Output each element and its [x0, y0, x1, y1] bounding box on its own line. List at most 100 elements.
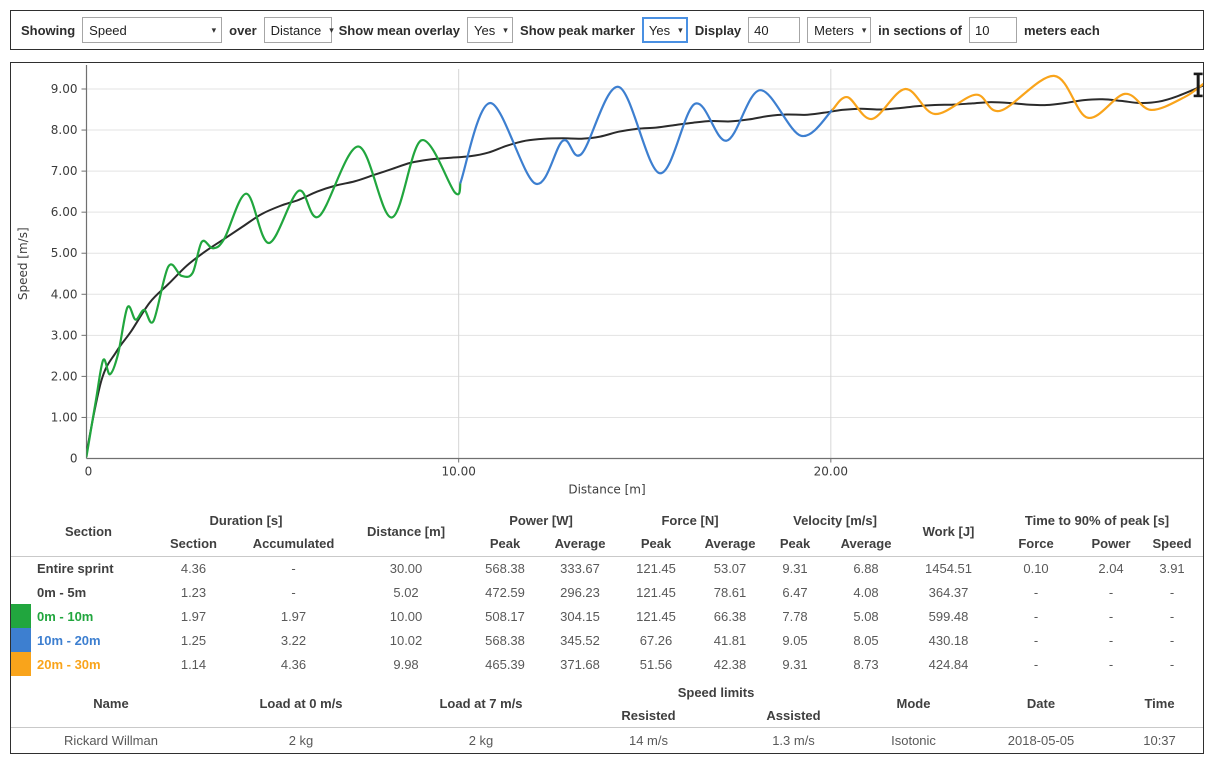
section-value: 1.23 [180, 584, 207, 600]
section-color-swatch [11, 652, 31, 676]
section-value: 1.14 [180, 656, 207, 672]
y-tick-label: 7.00 [51, 164, 78, 178]
section-value: - [1169, 584, 1175, 600]
y-axis-title: Speed [m/s] [16, 227, 30, 300]
section-value: 508.17 [485, 608, 525, 624]
section-value: - [1033, 584, 1039, 600]
section-name: Entire sprint [37, 560, 114, 576]
x-tick-label: 0 [85, 465, 93, 479]
section-value: 10.02 [389, 632, 423, 648]
series-0m-10m [86, 139, 462, 458]
display-label: Display [694, 22, 742, 38]
display-unit-select-value: Meters [814, 22, 854, 38]
section-value: 568.38 [485, 632, 525, 648]
section-value: 345.52 [560, 632, 600, 648]
swatch-column-header [11, 508, 31, 556]
sections-table: Section Duration [s] Distance [m] Power … [11, 508, 1203, 676]
sections-of-label: in sections of [878, 22, 962, 38]
peak-marker-select[interactable]: Yes ▾ [641, 17, 688, 43]
sections-header-sub-row: Section Accumulated Peak Average Peak Av… [11, 532, 1203, 556]
t90-speed-header: Speed [1152, 536, 1192, 552]
section-value: 296.23 [560, 584, 600, 600]
y-tick-label: 0 [70, 452, 78, 466]
distance-column-header: Distance [m] [367, 524, 446, 540]
section-length-input[interactable] [968, 17, 1017, 43]
section-value: 599.48 [928, 608, 969, 624]
section-value: 41.81 [713, 632, 747, 648]
sections-header-group-row: Section Duration [s] Distance [m] Power … [11, 508, 1203, 540]
display-unit-select[interactable]: Meters ▾ [807, 17, 872, 43]
work-column-header: Work [J] [922, 524, 975, 540]
section-value: - [291, 560, 296, 576]
mode-column-header: Mode [896, 696, 931, 712]
section-value: - [291, 584, 296, 600]
power-average-header: Average [554, 536, 606, 552]
section-value: 568.38 [485, 560, 525, 576]
section-value: 1.97 [280, 608, 307, 624]
over-label: over [229, 22, 257, 38]
section-row: 10m - 20m 1.25 3.22 10.02 568.38 345.52 67.26 4… [11, 628, 1203, 652]
section-name: 20m - 30m [37, 656, 101, 672]
section-value: 1454.51 [925, 560, 973, 576]
duration-section-header: Section [170, 536, 217, 552]
y-tick-label: 4.00 [51, 287, 78, 301]
t90-power-header: Power [1091, 536, 1131, 552]
load-at-0: 2 kg [288, 733, 314, 749]
y-tick-label: 1.00 [51, 410, 78, 424]
showing-select[interactable]: Speed ▾ [82, 17, 223, 43]
section-value: 4.36 [180, 560, 207, 576]
section-row: Entire sprint 4.36 - 30.00 568.38 333.67 121.4… [11, 556, 1203, 580]
section-value: 5.02 [393, 584, 419, 600]
peak-marker-select-value: Yes [648, 22, 671, 38]
section-value: 304.15 [560, 608, 600, 624]
section-value: 10.00 [389, 608, 423, 624]
section-value: 51.56 [639, 656, 673, 672]
section-name: 10m - 20m [37, 632, 101, 648]
section-value: 8.73 [853, 656, 879, 672]
section-value: - [1169, 632, 1175, 648]
peak-marker-label: Show peak marker [520, 22, 635, 38]
force-peak-header: Peak [640, 536, 672, 552]
section-value: - [1033, 632, 1039, 648]
section-value: 121.45 [636, 560, 676, 576]
section-value: - [1169, 608, 1175, 624]
section-value: 121.45 [636, 584, 676, 600]
y-tick-label: 8.00 [51, 123, 78, 137]
y-tick-label: 9.00 [51, 82, 78, 96]
section-value: - [1169, 656, 1175, 672]
section-value: - [1108, 632, 1114, 648]
resisted-limit: 14 m/s [628, 733, 668, 749]
y-tick-label: 5.00 [51, 246, 78, 260]
mean-overlay-select-value: Yes [474, 22, 496, 38]
date-value: 2018-05-05 [1007, 733, 1075, 749]
section-value: 42.38 [713, 656, 747, 672]
section-name: 0m - 10m [37, 608, 94, 624]
section-value: - [1033, 656, 1039, 672]
meters-each-label: meters each [1023, 22, 1100, 38]
section-value: 472.59 [485, 584, 525, 600]
chart-options-toolbar: Showing Speed ▾ over Distance ▾ Show mea… [10, 10, 1204, 50]
force-group-header: Force [N] [661, 512, 719, 528]
mode-value: Isotonic [891, 733, 936, 749]
y-tick-label: 3.00 [51, 328, 78, 342]
section-value: 5.08 [853, 608, 879, 624]
section-color-swatch [11, 628, 31, 652]
mean-overlay-select[interactable]: Yes ▾ [467, 17, 514, 43]
section-value: 424.84 [928, 656, 969, 672]
section-value: - [1108, 584, 1114, 600]
section-value: 121.45 [636, 608, 676, 624]
athlete-name: Rickard Willman [64, 733, 158, 749]
section-value: 0.10 [1023, 560, 1049, 576]
display-length-input[interactable] [748, 17, 801, 43]
mean-overlay-label: Show mean overlay [338, 22, 461, 38]
x-axis-title: Distance [m] [568, 483, 645, 497]
over-select[interactable]: Distance ▾ [263, 17, 334, 43]
assisted-limit: 1.3 m/s [772, 733, 815, 749]
velocity-average-header: Average [840, 536, 892, 552]
y-tick-label: 6.00 [51, 205, 78, 219]
section-value: 7.78 [782, 608, 808, 624]
speed-distance-chart: 0 1.00 2.00 3.00 4.00 5.00 6.00 7.00 8.00 9.00 0 10… [16, 65, 1203, 497]
section-value: 1.25 [180, 632, 207, 648]
section-value: 53.07 [713, 560, 747, 576]
section-value: 9.31 [782, 560, 808, 576]
